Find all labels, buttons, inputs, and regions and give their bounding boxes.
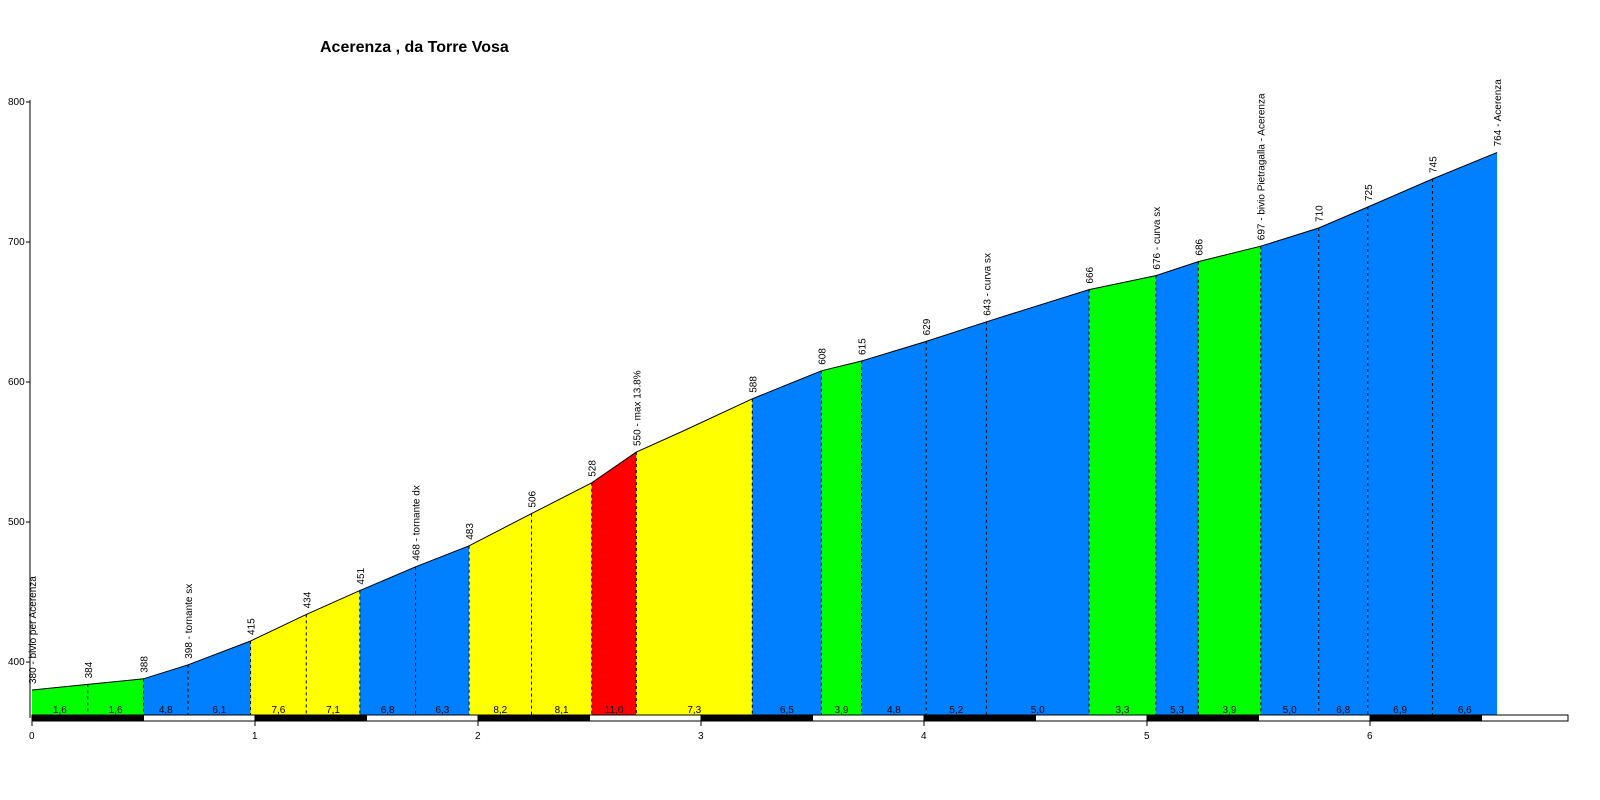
x-tick-label: 2 (475, 731, 481, 742)
km-scale-bar (1035, 714, 1148, 722)
elevation-label: 643 - curva sx (982, 253, 993, 316)
elevation-label: 415 (247, 618, 258, 635)
segment-gradient-label: 4,8 (159, 705, 173, 716)
profile-line (31, 151, 1498, 691)
gradient-segment (1318, 207, 1368, 718)
gradient-segment (32, 684, 88, 718)
gradient-segment (87, 678, 144, 718)
km-scale-bar (812, 714, 925, 722)
elevation-label: 615 (858, 338, 869, 355)
elevation-label: 608 (817, 348, 828, 365)
km-scale-bar (31, 714, 144, 722)
segment-gradient-label: 5,2 (949, 705, 963, 716)
segment-gradient-label: 5,0 (1031, 705, 1045, 716)
segment-gradient-label: 6,8 (381, 705, 395, 716)
km-scale-bar (1258, 714, 1371, 722)
segment-gradient-label: 7,6 (271, 705, 285, 716)
segment-gradient-label: 1,6 (53, 705, 67, 716)
segment-gradient-label: 3,9 (835, 705, 849, 716)
gradient-segment (926, 321, 987, 718)
gradient-segment (359, 566, 416, 718)
elevation-label: 380 - bivio per Acerenza (28, 576, 39, 684)
elevation-label: 666 (1085, 266, 1096, 283)
x-tick-label: 1 (252, 731, 258, 742)
x-tick-label: 6 (1367, 731, 1373, 742)
gradient-segment (469, 513, 532, 718)
km-scale-bar (923, 714, 1036, 722)
elevation-label: 697 - bivio Pietragalla - Acerenza (1257, 93, 1268, 240)
gradient-segment (752, 370, 822, 718)
segment-gradient-label: 6,9 (1393, 705, 1407, 716)
gradient-segment (531, 482, 592, 718)
km-scale-bar (1146, 714, 1259, 722)
elevation-label: 725 (1364, 184, 1375, 201)
segment-gradient-label: 8,2 (493, 705, 507, 716)
gradient-segment (986, 289, 1090, 718)
elevation-label: 506 (528, 490, 539, 507)
segment-gradient-label: 4,8 (887, 705, 901, 716)
elevation-label: 388 (140, 656, 151, 673)
segment-gradient-label: 6,6 (1458, 705, 1472, 716)
x-tick-label: 3 (698, 731, 704, 742)
segment-gradient-label: 11,0 (605, 705, 624, 716)
segment-gradient-label: 7,3 (687, 705, 701, 716)
gradient-segment (1155, 261, 1199, 718)
elevation-label: 745 (1428, 156, 1439, 173)
elevation-label: 764 - Acerenza (1493, 79, 1504, 147)
segment-gradient-label: 3,9 (1223, 705, 1237, 716)
y-tick-label: 800 (8, 97, 25, 108)
elevation-label: 588 (748, 376, 759, 393)
y-tick-label: 400 (8, 657, 25, 668)
gradient-segment (1089, 275, 1156, 718)
elevation-label: 468 - tornante dx (412, 485, 423, 561)
segment-gradient-label: 3,3 (1116, 705, 1130, 716)
segment-gradient-label: 6,8 (1336, 705, 1350, 716)
km-scale-bar (700, 714, 813, 722)
x-tick-label: 0 (29, 731, 35, 742)
elevation-label: 451 (356, 567, 367, 584)
elevation-label: 550 - max 13.8% (632, 370, 643, 446)
gradient-segment (861, 341, 927, 718)
elevation-label: 629 (922, 318, 933, 335)
gradient-segment (1367, 179, 1433, 718)
y-tick-label: 500 (8, 517, 25, 528)
segment-gradient-label: 5,0 (1283, 705, 1297, 716)
gradient-segment (415, 545, 470, 718)
elevation-label: 528 (588, 460, 599, 477)
segment-gradient-label: 6,5 (780, 705, 794, 716)
gradient-segment (1432, 152, 1498, 718)
segment-gradient-label: 1,6 (109, 705, 123, 716)
gradient-segment (636, 398, 753, 718)
elevation-label: 710 (1315, 205, 1326, 222)
segment-gradient-label: 7,1 (326, 705, 340, 716)
elevation-label: 483 (465, 523, 476, 540)
chart-title: Acerenza , da Torre Vosa (320, 39, 509, 56)
elevation-label: 686 (1194, 238, 1205, 255)
segment-gradient-label: 8,1 (555, 705, 569, 716)
gradient-segment (821, 361, 862, 718)
gradient-segment (306, 590, 360, 718)
segment-gradient-label: 5,3 (1170, 705, 1184, 716)
km-scale-bar (1481, 714, 1569, 722)
y-tick-label: 600 (8, 377, 25, 388)
segment-gradient-label: 6,1 (212, 705, 226, 716)
gradient-segment (250, 614, 307, 718)
elevation-label: 398 - tornante sx (184, 584, 195, 659)
x-tick-label: 5 (1144, 731, 1150, 742)
elevation-label: 384 (84, 661, 95, 678)
gradient-segment (591, 452, 637, 718)
gradient-segment (1260, 228, 1319, 718)
gradient-segment (143, 664, 189, 718)
elevation-label: 676 - curva sx (1152, 207, 1163, 270)
gradient-segment (188, 641, 251, 718)
gradient-segment (1198, 246, 1261, 718)
elevation-label: 434 (302, 591, 313, 608)
segment-gradient-label: 6,3 (435, 705, 449, 716)
x-tick-label: 4 (921, 731, 927, 742)
y-tick-label: 700 (8, 237, 25, 248)
